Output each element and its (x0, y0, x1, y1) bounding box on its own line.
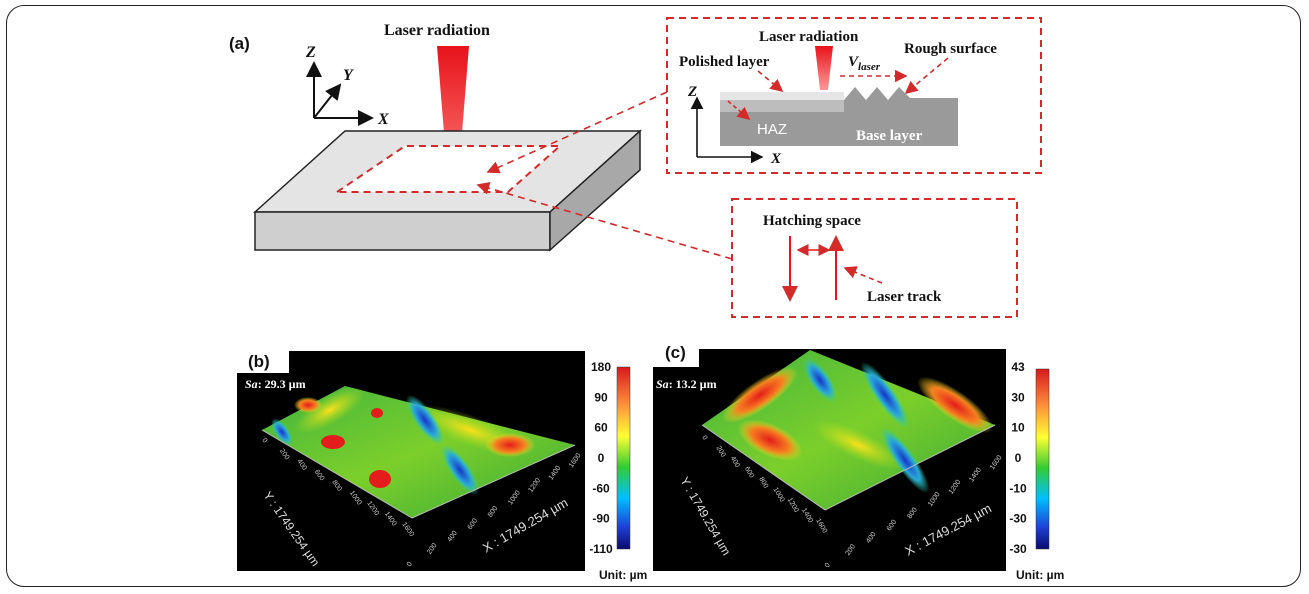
panel-c-surface (701, 350, 996, 511)
x-tick-label: 0 (406, 561, 414, 568)
surface-c-ridge-1 (722, 366, 798, 424)
haz-pointer (727, 100, 751, 121)
axis-z-label: Z (305, 44, 316, 61)
colorbar-tick-label: -90 (592, 512, 610, 526)
surface-b-valley-3 (271, 418, 293, 446)
surface-c-valley-1 (860, 361, 910, 429)
connector-to-hatching (476, 181, 733, 260)
surface-b-x-edge (411, 444, 576, 519)
panel-b: (b) Sa: 29.3 µm Y : 1749.254 µm X : 1749… (237, 351, 647, 582)
surface-b-yellow-1 (294, 386, 366, 434)
surface-c-yellow-1 (812, 420, 904, 470)
surface-b-peak-3 (369, 470, 391, 488)
polished-layer-shape (720, 92, 844, 100)
colorbar-tick-label: -10 (1009, 481, 1027, 495)
base-layer-label: Base layer (856, 128, 923, 144)
workpiece-block (253, 129, 642, 252)
colorbar-tick-label: 43 (1011, 360, 1025, 374)
inset-z-label: Z (687, 84, 697, 100)
panel-b-colorbar (616, 366, 631, 550)
inset-laser-beam (815, 46, 833, 90)
panel-a-label: (a) (229, 34, 250, 53)
colorbar-tick-label: 10 (1011, 421, 1025, 435)
surface-c-valley-3 (802, 357, 838, 403)
y-tick-label: 0 (700, 435, 708, 442)
colorbar-tick-label: 0 (598, 451, 605, 465)
y-tick-label: 400 (729, 455, 741, 469)
panel-b-colorbar-ticks: 180 90 60 0 -60 -90 -110 (589, 360, 613, 556)
colorbar-tick-label: -30 (1009, 512, 1027, 526)
coordinate-axes (306, 61, 374, 126)
panel-c: (c) Sa: 13.2 µm Y : 1749.254 µm X : 1749… (653, 341, 1064, 582)
surface-c-x-edge (824, 424, 996, 511)
surface-b-valley-1 (405, 394, 445, 446)
panel-b-surface (261, 386, 576, 519)
rough-surface-pointer (904, 57, 949, 95)
colorbar-tick-label: 90 (594, 390, 608, 404)
colorbar-tick-label: -110 (589, 542, 613, 556)
panel-c-label: (c) (665, 343, 686, 362)
panel-c-unit: Unit: µm (1016, 568, 1064, 582)
y-axis-arrow (313, 83, 342, 119)
colorbar-tick-label: 30 (1011, 390, 1025, 404)
hatching-box (731, 198, 1018, 318)
block-front-face (254, 211, 551, 251)
colorbar-tick-label: -30 (1009, 542, 1027, 556)
figure-frame (6, 5, 1301, 587)
laser-radiation-label: Laser radiation (384, 22, 490, 39)
v-laser-label: Vlaser (848, 54, 881, 73)
inset-laser-label: Laser radiation (759, 29, 859, 45)
inset-x-label: X (770, 151, 782, 167)
colorbar-tick-label: -60 (592, 481, 610, 495)
hatching-space-label: Hatching space (763, 213, 861, 229)
colorbar-tick-label: 60 (594, 421, 608, 435)
panel-c-sa: Sa: 13.2 µm (656, 377, 717, 391)
surface-c-y-edge (701, 424, 826, 511)
surface-b-valley-2 (440, 444, 480, 496)
panel-c-label-tab (653, 341, 699, 367)
panel-b-label: (b) (248, 352, 270, 371)
panel-c-colorbar (1035, 368, 1050, 550)
surface-b-peak-5 (294, 397, 322, 413)
colorbar-tick-label: 180 (591, 360, 611, 374)
haz-label: HAZ (757, 121, 787, 138)
block-side-face (549, 129, 641, 252)
x-tick-label: 0 (824, 562, 832, 569)
surface-b-peak-4 (371, 408, 383, 418)
y-tick-label: 0 (260, 437, 268, 444)
panel-b-label-tab (237, 351, 289, 373)
axis-y-label: Y (343, 67, 354, 84)
surface-c-valley-2 (880, 426, 930, 494)
polished-area (333, 145, 563, 193)
surface-b-peak-1 (485, 433, 535, 457)
panel-b-sa: Sa: 29.3 µm (245, 377, 306, 391)
polished-layer-label: Polished layer (679, 54, 770, 70)
cross-section-inset: Laser radiation Polished layer Vlaser Ro… (666, 17, 1042, 174)
laser-track-label: Laser track (867, 289, 942, 305)
surface-c-ridge-3 (737, 419, 803, 461)
connector-to-cross-section (486, 91, 668, 174)
y-tick-label: 200 (715, 445, 727, 459)
haz-layer-shape (720, 100, 844, 112)
panel-c-colorbar-ticks: 43 30 10 0 -10 -30 -30 (1009, 360, 1027, 556)
hatching-inset: Hatching space Laser track (731, 198, 1018, 318)
surface-b-y-edge (261, 429, 413, 519)
panel-b-unit: Unit: µm (599, 568, 647, 582)
axis-x-label: X (377, 111, 389, 128)
y-tick-label: 600 (743, 466, 755, 480)
surface-b-peak-2 (321, 435, 345, 449)
y-tick-label: 800 (757, 476, 769, 490)
rough-surface-label: Rough surface (904, 41, 997, 57)
colorbar-tick-label: 0 (1015, 451, 1022, 465)
laser-track-pointer (843, 266, 883, 284)
panel-a: (a) Z Y X Laser radiation Laser radiatio… (229, 17, 1042, 318)
surface-c-ridge-2 (917, 376, 993, 434)
